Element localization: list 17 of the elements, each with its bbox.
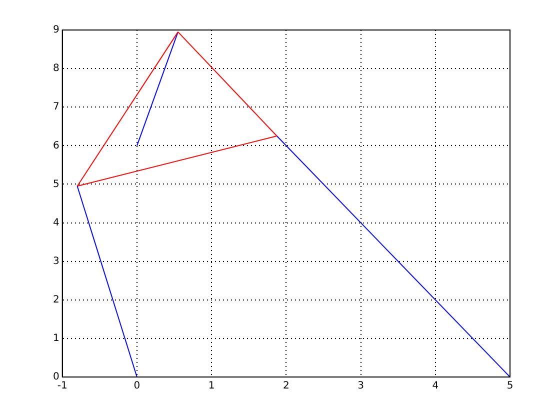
x-tick-label: 2	[282, 380, 290, 392]
x-tick-label: -1	[57, 380, 68, 392]
y-tick-label: 5	[52, 178, 60, 190]
x-tick-label: 0	[134, 380, 140, 392]
y-tick-label: 3	[52, 256, 60, 267]
x-tick-label: 3	[358, 380, 364, 392]
y-tick-label: 8	[52, 63, 60, 74]
y-tick-label: 9	[52, 24, 60, 36]
y-tick-label: 6	[52, 140, 60, 152]
x-tick-label: 4	[432, 380, 439, 392]
x-tick-label: 5	[506, 380, 514, 392]
y-tick-label: 7	[52, 102, 60, 113]
y-tick-label: 0	[52, 372, 60, 383]
y-tick-label: 1	[52, 333, 60, 344]
y-tick-label: 4	[52, 217, 60, 228]
x-tick-label: 1	[208, 380, 215, 392]
y-tick-label: 2	[52, 294, 60, 306]
